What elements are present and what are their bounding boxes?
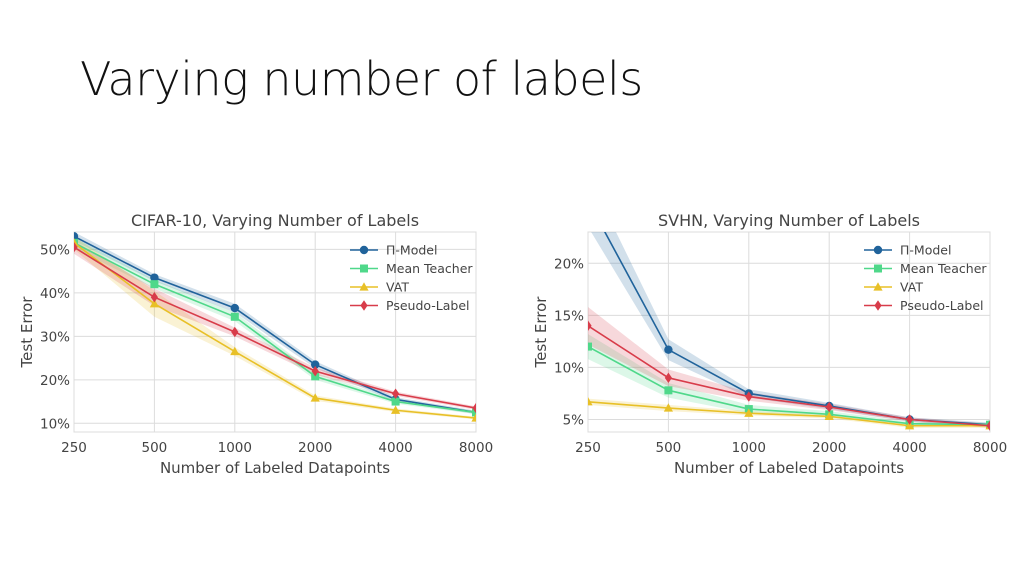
- point-mean_teacher: [664, 386, 673, 395]
- line-pseudo_label: [588, 325, 990, 427]
- legend-marker-vat: [359, 282, 369, 291]
- legend-marker-pi_model: [873, 245, 883, 255]
- x-tick-label: 250: [61, 440, 87, 456]
- line-vat: [588, 400, 990, 427]
- cifar10-chart: CIFAR-10, Varying Number of Labels Number…: [18, 211, 493, 477]
- point-pseudo_label: [472, 402, 476, 414]
- point-pseudo_label: [392, 388, 400, 399]
- chart-title: SVHN, Varying Number of Labels: [658, 211, 920, 230]
- legend: Π-Model Mean Teacher VAT Pseudo-Label: [350, 243, 473, 313]
- legend-label: Pseudo-Label: [386, 298, 470, 313]
- legend-label: Mean Teacher: [386, 261, 473, 276]
- legend-label: VAT: [900, 280, 923, 295]
- point-mean_teacher: [311, 372, 320, 381]
- series-group: [74, 232, 476, 422]
- y-tick-label: 10%: [40, 416, 70, 432]
- legend-marker-mean_teacher: [874, 264, 882, 273]
- point-pi_model: [230, 303, 239, 313]
- point-pseudo_label: [745, 391, 753, 402]
- line-mean_teacher: [588, 345, 990, 426]
- y-tick-label: 20%: [40, 373, 70, 389]
- y-tick-label: 20%: [554, 256, 584, 272]
- point-vat: [744, 408, 754, 417]
- x-tick-label: 2000: [812, 440, 846, 456]
- point-vat: [824, 411, 834, 420]
- point-pi_model: [311, 360, 320, 369]
- legend-marker-pseudo_label: [874, 300, 882, 311]
- point-pseudo_label: [825, 401, 833, 413]
- y-tick-label: 5%: [563, 413, 585, 429]
- point-pseudo_label: [588, 320, 592, 331]
- point-pi_model: [584, 200, 592, 205]
- x-tick-label: 1000: [218, 440, 252, 456]
- point-mean_teacher: [391, 397, 400, 406]
- point-vat: [663, 403, 673, 412]
- plot-area: [587, 231, 991, 433]
- legend: Π-Model Mean Teacher VAT Pseudo-Label: [864, 243, 987, 313]
- point-pi_model: [74, 232, 79, 241]
- band-pseudo_label: [588, 307, 990, 428]
- legend-marker-pseudo_label: [360, 300, 368, 311]
- x-axis-label: Number of Labeled Datapoints: [674, 459, 904, 477]
- point-pi_model: [150, 273, 159, 282]
- point-vat: [905, 420, 915, 430]
- svhn-chart: SVHN, Varying Number of Labels Number of …: [532, 200, 1007, 477]
- point-pseudo_label: [231, 326, 239, 338]
- y-tick-label: 15%: [554, 308, 584, 324]
- point-mean_teacher: [588, 342, 592, 351]
- legend-label: Π-Model: [386, 243, 437, 258]
- point-vat: [310, 393, 320, 402]
- plot-area: [73, 231, 477, 433]
- line-mean_teacher: [74, 242, 476, 414]
- x-tick-label: 4000: [378, 440, 412, 456]
- x-tick-label: 500: [656, 440, 682, 456]
- point-pseudo_label: [311, 365, 319, 377]
- point-vat: [471, 413, 476, 422]
- point-pseudo_label: [74, 242, 78, 253]
- x-tick-label: 2000: [298, 440, 332, 456]
- y-tick-label: 30%: [40, 329, 70, 345]
- chart-title: CIFAR-10, Varying Number of Labels: [131, 211, 419, 230]
- point-pseudo_label: [906, 414, 914, 425]
- legend-label: VAT: [386, 280, 409, 295]
- point-mean_teacher: [150, 280, 159, 289]
- point-vat: [149, 298, 159, 308]
- point-mean_teacher: [472, 408, 476, 417]
- legend-marker-vat: [873, 282, 883, 291]
- y-axis-label: Test Error: [18, 296, 36, 369]
- band-mean_teacher: [588, 334, 990, 427]
- band-vat: [588, 398, 990, 428]
- x-tick-label: 8000: [973, 440, 1007, 456]
- x-tick-label: 4000: [892, 440, 926, 456]
- x-axis-label: Number of Labeled Datapoints: [160, 459, 390, 477]
- series-group: [584, 200, 990, 431]
- point-vat: [230, 346, 240, 356]
- legend-label: Pseudo-Label: [900, 298, 984, 313]
- y-axis-label: Test Error: [532, 296, 550, 369]
- point-pseudo_label: [150, 292, 158, 303]
- point-pi_model: [664, 345, 673, 354]
- x-tick-label: 8000: [459, 440, 493, 456]
- x-tick-label: 500: [142, 440, 168, 456]
- legend-marker-mean_teacher: [360, 264, 368, 273]
- point-mean_teacher: [230, 312, 239, 321]
- x-tick-label: 250: [575, 440, 601, 456]
- legend-label: Π-Model: [900, 243, 951, 258]
- point-pseudo_label: [986, 420, 990, 431]
- y-tick-label: 40%: [40, 286, 70, 302]
- legend-label: Mean Teacher: [900, 261, 987, 276]
- y-tick-label: 50%: [40, 242, 70, 258]
- line-pi_model: [74, 235, 476, 414]
- x-tick-label: 1000: [732, 440, 766, 456]
- line-pseudo_label: [74, 246, 476, 409]
- legend-marker-pi_model: [359, 245, 369, 255]
- line-vat: [74, 242, 476, 419]
- slide-title: Varying number of labels: [80, 52, 643, 106]
- y-tick-label: 10%: [554, 360, 584, 376]
- point-vat: [391, 405, 401, 414]
